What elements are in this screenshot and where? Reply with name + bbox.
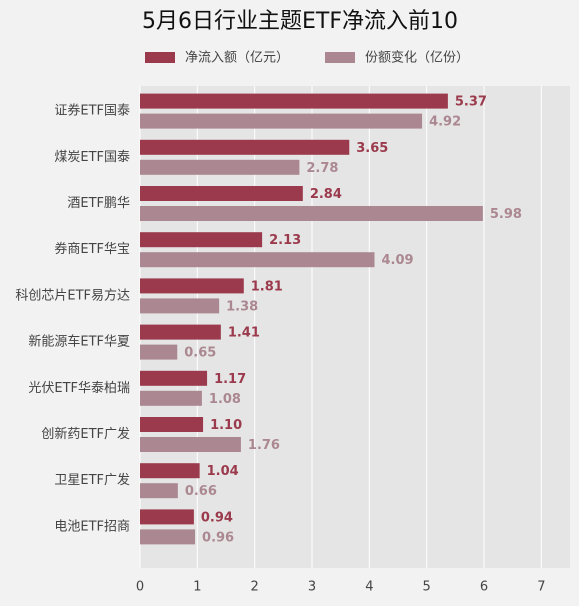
- legend-swatch: [145, 52, 175, 63]
- y-tick-label: 卫星ETF广发: [54, 472, 130, 488]
- bar: [140, 437, 241, 452]
- value-label: 4.92: [429, 115, 461, 130]
- y-tick-label: 券商ETF华宝: [54, 241, 130, 257]
- value-label: 0.66: [185, 484, 217, 499]
- bar: [140, 529, 196, 545]
- x-tick-label: 5: [423, 580, 431, 595]
- value-label: 5.98: [490, 207, 522, 222]
- bar: [140, 324, 221, 340]
- bar: [140, 113, 423, 129]
- legend-swatch: [325, 52, 355, 63]
- bar: [140, 186, 303, 201]
- bar: [140, 417, 204, 432]
- x-tick-label: 4: [365, 580, 373, 595]
- bar: [140, 463, 200, 479]
- x-tick-label: 3: [308, 580, 316, 595]
- y-tick-label: 电池ETF招商: [54, 519, 130, 534]
- legend-label: 净流入额（亿元）: [185, 51, 289, 66]
- x-tick-label: 1: [193, 580, 201, 595]
- y-tick-label: 科创芯片ETF易方达: [15, 287, 130, 303]
- value-label: 2.84: [310, 187, 342, 202]
- value-label: 0.94: [201, 510, 233, 525]
- y-tick-label: 煤炭ETF国泰: [54, 150, 130, 165]
- legend-label: 份额变化（亿份）: [365, 50, 469, 66]
- value-label: 5.37: [455, 95, 487, 110]
- value-label: 2.78: [306, 161, 338, 176]
- bar: [140, 278, 244, 294]
- bar: [140, 483, 178, 499]
- bar: [140, 139, 350, 155]
- x-tick-label: 0: [136, 580, 144, 595]
- value-label: 4.09: [381, 253, 413, 268]
- bar: [140, 252, 375, 268]
- bar: [140, 344, 178, 360]
- value-label: 2.13: [269, 233, 301, 248]
- y-tick-label: 证券ETF国泰: [54, 103, 130, 119]
- chart-title: 5月6日行业主题ETF净流入前10: [142, 9, 458, 34]
- value-label: 3.65: [356, 141, 388, 156]
- value-label: 1.17: [214, 372, 246, 387]
- x-tick-label: 2: [251, 580, 259, 595]
- bar: [140, 298, 220, 314]
- bar: [140, 509, 194, 525]
- bar: [140, 159, 300, 175]
- value-label: 1.38: [226, 299, 258, 314]
- bar: [140, 370, 208, 386]
- x-tick-label: 6: [480, 580, 488, 595]
- y-tick-label: 创新药ETF广发: [41, 426, 130, 442]
- value-label: 1.04: [207, 464, 239, 479]
- value-label: 0.96: [202, 530, 234, 545]
- bar: [140, 93, 448, 109]
- value-label: 1.41: [228, 326, 260, 341]
- y-tick-label: 光伏ETF华泰柏瑞: [28, 381, 130, 396]
- value-label: 0.65: [184, 346, 216, 361]
- value-label: 1.10: [210, 418, 242, 433]
- value-label: 1.81: [251, 279, 283, 294]
- bar: [140, 232, 263, 248]
- y-tick-label: 酒ETF鹏华: [67, 196, 130, 211]
- bar: [140, 206, 483, 221]
- value-label: 1.08: [209, 392, 241, 407]
- y-tick-label: 新能源车ETF华夏: [28, 334, 130, 350]
- x-tick-label: 7: [537, 580, 545, 595]
- value-label: 1.76: [248, 438, 280, 453]
- bar: [140, 390, 202, 406]
